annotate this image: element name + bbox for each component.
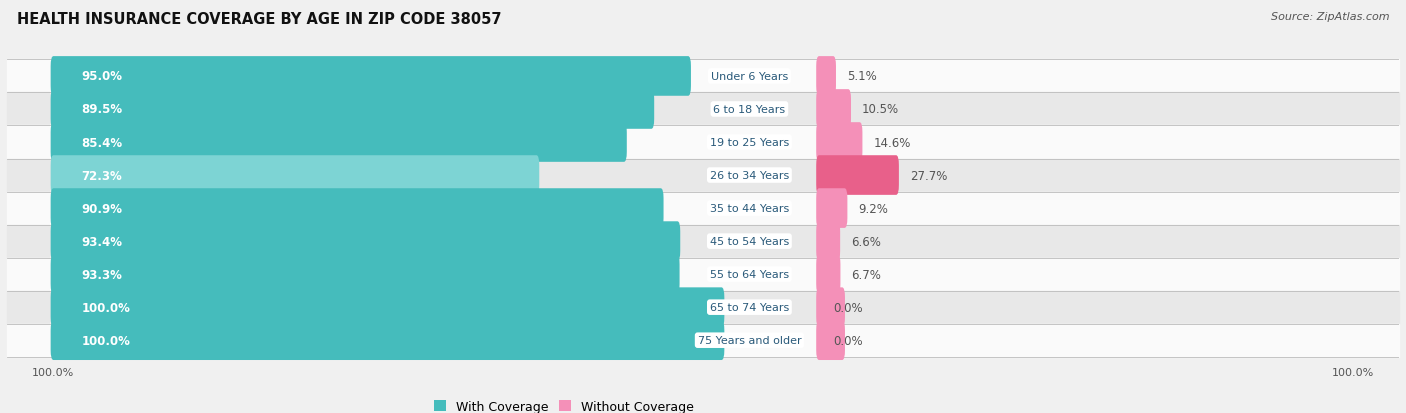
Bar	[7, 192, 1399, 225]
FancyBboxPatch shape	[51, 255, 679, 294]
FancyBboxPatch shape	[51, 90, 654, 130]
Bar	[7, 60, 1399, 93]
Text: 72.3%: 72.3%	[82, 169, 122, 182]
Bar	[7, 324, 1399, 357]
Text: 45 to 54 Years: 45 to 54 Years	[710, 237, 789, 247]
FancyBboxPatch shape	[817, 320, 845, 360]
Bar	[7, 159, 1399, 192]
FancyBboxPatch shape	[51, 222, 681, 261]
Text: 6.6%: 6.6%	[851, 235, 882, 248]
Text: 27.7%: 27.7%	[910, 169, 948, 182]
FancyBboxPatch shape	[817, 156, 898, 195]
FancyBboxPatch shape	[817, 189, 848, 228]
FancyBboxPatch shape	[51, 320, 724, 360]
Text: 9.2%: 9.2%	[859, 202, 889, 215]
Legend: With Coverage, Without Coverage: With Coverage, Without Coverage	[433, 400, 695, 413]
Text: 6 to 18 Years: 6 to 18 Years	[713, 105, 786, 115]
Text: 14.6%: 14.6%	[873, 136, 911, 149]
Text: 5.1%: 5.1%	[846, 70, 877, 83]
Text: HEALTH INSURANCE COVERAGE BY AGE IN ZIP CODE 38057: HEALTH INSURANCE COVERAGE BY AGE IN ZIP …	[17, 12, 502, 27]
Text: 100.0%: 100.0%	[82, 301, 131, 314]
FancyBboxPatch shape	[817, 123, 862, 162]
FancyBboxPatch shape	[817, 255, 841, 294]
Text: 95.0%: 95.0%	[82, 70, 122, 83]
Text: 55 to 64 Years: 55 to 64 Years	[710, 269, 789, 280]
Text: 0.0%: 0.0%	[832, 301, 862, 314]
Text: Under 6 Years: Under 6 Years	[711, 72, 787, 82]
Bar	[7, 126, 1399, 159]
Text: 93.3%: 93.3%	[82, 268, 122, 281]
FancyBboxPatch shape	[817, 287, 845, 327]
FancyBboxPatch shape	[817, 90, 851, 130]
Text: 75 Years and older: 75 Years and older	[697, 335, 801, 345]
Text: 65 to 74 Years: 65 to 74 Years	[710, 302, 789, 312]
Text: 10.5%: 10.5%	[862, 103, 900, 116]
FancyBboxPatch shape	[51, 189, 664, 228]
Text: 89.5%: 89.5%	[82, 103, 122, 116]
Text: 26 to 34 Years: 26 to 34 Years	[710, 171, 789, 180]
FancyBboxPatch shape	[51, 287, 724, 327]
FancyBboxPatch shape	[817, 222, 841, 261]
Text: 85.4%: 85.4%	[82, 136, 122, 149]
Bar	[7, 93, 1399, 126]
Bar	[7, 225, 1399, 258]
Text: Source: ZipAtlas.com: Source: ZipAtlas.com	[1271, 12, 1389, 22]
Text: 35 to 44 Years: 35 to 44 Years	[710, 204, 789, 214]
Text: 93.4%: 93.4%	[82, 235, 122, 248]
Text: 19 to 25 Years: 19 to 25 Years	[710, 138, 789, 148]
FancyBboxPatch shape	[817, 57, 837, 97]
Text: 90.9%: 90.9%	[82, 202, 122, 215]
Bar	[7, 291, 1399, 324]
FancyBboxPatch shape	[51, 57, 690, 97]
Bar	[7, 258, 1399, 291]
FancyBboxPatch shape	[51, 123, 627, 162]
Text: 0.0%: 0.0%	[832, 334, 862, 347]
FancyBboxPatch shape	[51, 156, 540, 195]
Text: 6.7%: 6.7%	[852, 268, 882, 281]
Text: 100.0%: 100.0%	[82, 334, 131, 347]
